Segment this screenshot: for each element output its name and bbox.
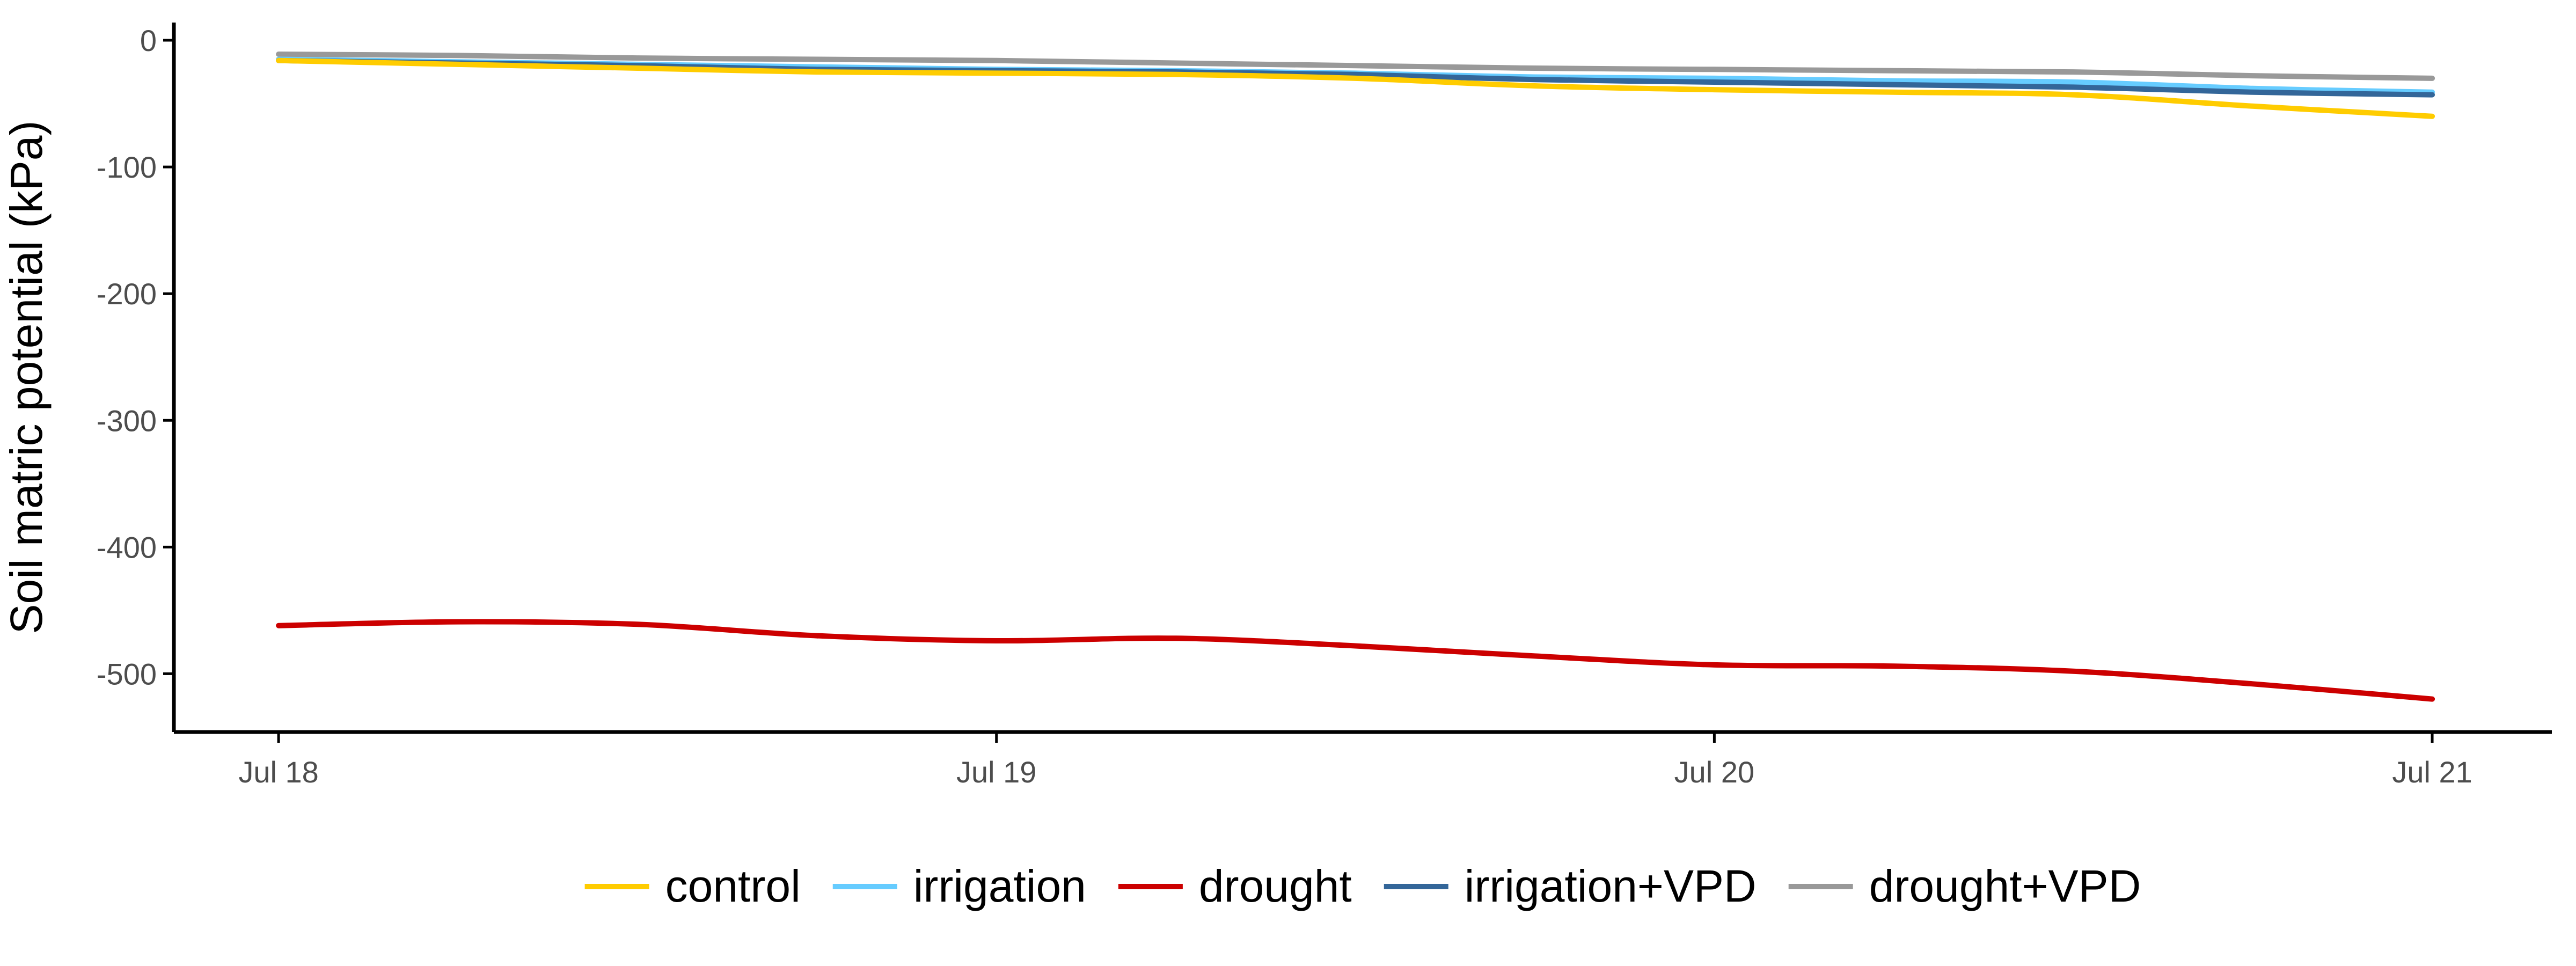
y-tick-label: -400 <box>97 530 157 564</box>
y-tick-label: 0 <box>140 24 157 57</box>
x-tick-label: Jul 19 <box>956 755 1036 789</box>
y-tick-label: -500 <box>97 657 157 691</box>
x-tick-label: Jul 21 <box>2392 755 2472 789</box>
legend-label: drought+VPD <box>1869 861 2141 911</box>
legend-label: irrigation+VPD <box>1465 861 1757 911</box>
x-tick-label: Jul 20 <box>1674 755 1754 789</box>
legend: control irrigation drought irrigation+VPD dr… <box>584 861 2141 911</box>
x-tick-label: Jul 18 <box>238 755 318 789</box>
y-tick-label: -100 <box>97 150 157 184</box>
y-axis-ticks: 0 -100 -200 -300 -400 -500 <box>97 24 174 691</box>
y-axis-title: Soil matric potential (kPa) <box>1 120 52 634</box>
y-tick-label: -300 <box>97 404 157 437</box>
legend-label: drought <box>1199 861 1352 911</box>
legend-label: irrigation <box>913 861 1086 911</box>
series-line-drought-vpd <box>276 52 2435 81</box>
series-line-control <box>276 57 2435 119</box>
y-tick-label: -200 <box>97 277 157 311</box>
series-line-drought <box>276 619 2435 702</box>
series-lines <box>276 52 2435 702</box>
x-axis-ticks: Jul 18 Jul 19 Jul 20 Jul 21 <box>238 732 2472 789</box>
legend-label: control <box>665 861 801 911</box>
